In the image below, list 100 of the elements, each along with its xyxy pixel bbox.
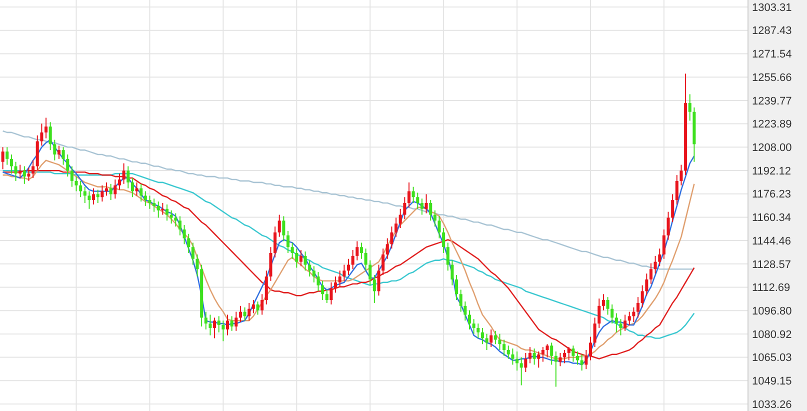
candlestick <box>274 226 277 258</box>
candlestick <box>152 198 156 212</box>
candlestick <box>14 161 18 182</box>
candlestick <box>511 348 514 366</box>
candlestick <box>598 298 601 328</box>
candlestick <box>528 346 532 364</box>
candlestick <box>140 183 143 202</box>
candlestick <box>468 310 472 330</box>
candlestick <box>593 317 596 348</box>
candlestick <box>520 356 523 386</box>
candlestick <box>472 318 476 334</box>
candlestick <box>614 312 618 333</box>
candlestick <box>576 350 580 366</box>
candlestick <box>424 194 428 214</box>
candlestick <box>148 195 152 210</box>
candlestick <box>550 342 554 366</box>
candlestick <box>248 302 251 322</box>
candlestick <box>126 166 130 189</box>
candlestick <box>494 330 497 345</box>
y-tick-label: 1223.89 <box>752 118 792 131</box>
candlestick <box>416 192 420 210</box>
candlestick <box>390 226 394 250</box>
candlestick <box>498 333 502 350</box>
candlestick <box>386 238 389 260</box>
candlestick <box>338 270 342 288</box>
candlestick <box>22 166 26 184</box>
candlestick <box>295 248 298 268</box>
candlestick <box>256 300 260 316</box>
y-tick-label: 1287.43 <box>752 25 792 38</box>
candlestick <box>541 346 544 362</box>
candlestick <box>480 327 484 345</box>
candlestick <box>368 260 372 286</box>
candlestick <box>688 94 692 122</box>
candlestick <box>636 296 640 318</box>
candlestick <box>278 214 281 238</box>
candlestick <box>114 178 117 200</box>
candlestick <box>40 123 44 146</box>
y-tick-label: 1208.00 <box>752 142 792 154</box>
candlestick <box>66 154 70 178</box>
candlestick <box>79 180 82 198</box>
candlestick <box>377 264 380 296</box>
candlestick <box>407 182 411 208</box>
candlestick <box>44 117 48 139</box>
candlestick <box>554 350 558 388</box>
candlestick <box>364 248 368 272</box>
y-tick-label: 1303.31 <box>752 2 792 14</box>
candlestick <box>96 189 100 204</box>
candlestick <box>502 339 506 356</box>
candlestick <box>433 210 436 228</box>
candlestick <box>342 264 346 282</box>
candlestick <box>208 314 212 336</box>
candlestick <box>83 186 86 204</box>
candlestick <box>130 178 134 198</box>
candlestick <box>191 242 194 266</box>
candlestick <box>217 316 220 333</box>
candlestick <box>346 258 350 276</box>
candlestick <box>572 345 575 362</box>
candlestick <box>645 273 648 296</box>
candlestick <box>178 216 182 236</box>
candlestick <box>334 276 338 294</box>
candlestick <box>264 270 268 305</box>
candlestick <box>92 188 96 205</box>
candlestick <box>118 173 121 190</box>
candlestick <box>459 289 462 312</box>
candlestick <box>10 154 13 174</box>
y-tick-label: 1112.69 <box>752 282 790 294</box>
candlestick <box>420 198 424 216</box>
candlestick <box>506 345 510 360</box>
y-tick-label: 1049.15 <box>752 375 792 388</box>
candlestick <box>269 246 272 282</box>
candlestick <box>403 196 406 220</box>
candlestick <box>62 146 65 166</box>
candlestick <box>238 305 242 323</box>
candlestick <box>624 314 627 332</box>
candlestick <box>88 190 91 210</box>
candlestick <box>74 176 78 192</box>
candlestick <box>234 311 238 332</box>
candlestick <box>455 274 458 301</box>
candlestick <box>654 255 657 274</box>
candlestick <box>412 186 415 204</box>
candlestick <box>230 316 234 332</box>
candlestick <box>675 174 678 205</box>
candlestick <box>330 282 333 305</box>
candlestick <box>360 242 363 260</box>
candlestick <box>356 240 359 261</box>
candlestick <box>222 320 225 342</box>
candlestick <box>429 200 432 222</box>
candlestick <box>558 352 562 367</box>
y-tick-label: 1080.92 <box>752 328 792 341</box>
candlestick <box>580 354 584 372</box>
candlestick <box>680 164 683 186</box>
candlestick <box>382 248 385 276</box>
candlestick <box>144 190 147 206</box>
candlestick <box>53 139 56 161</box>
candlestick <box>442 227 446 254</box>
candlestick <box>450 260 454 286</box>
candlestick <box>671 194 674 223</box>
candlestick <box>70 166 74 188</box>
candlestick <box>658 248 662 267</box>
candlestick <box>109 183 112 201</box>
